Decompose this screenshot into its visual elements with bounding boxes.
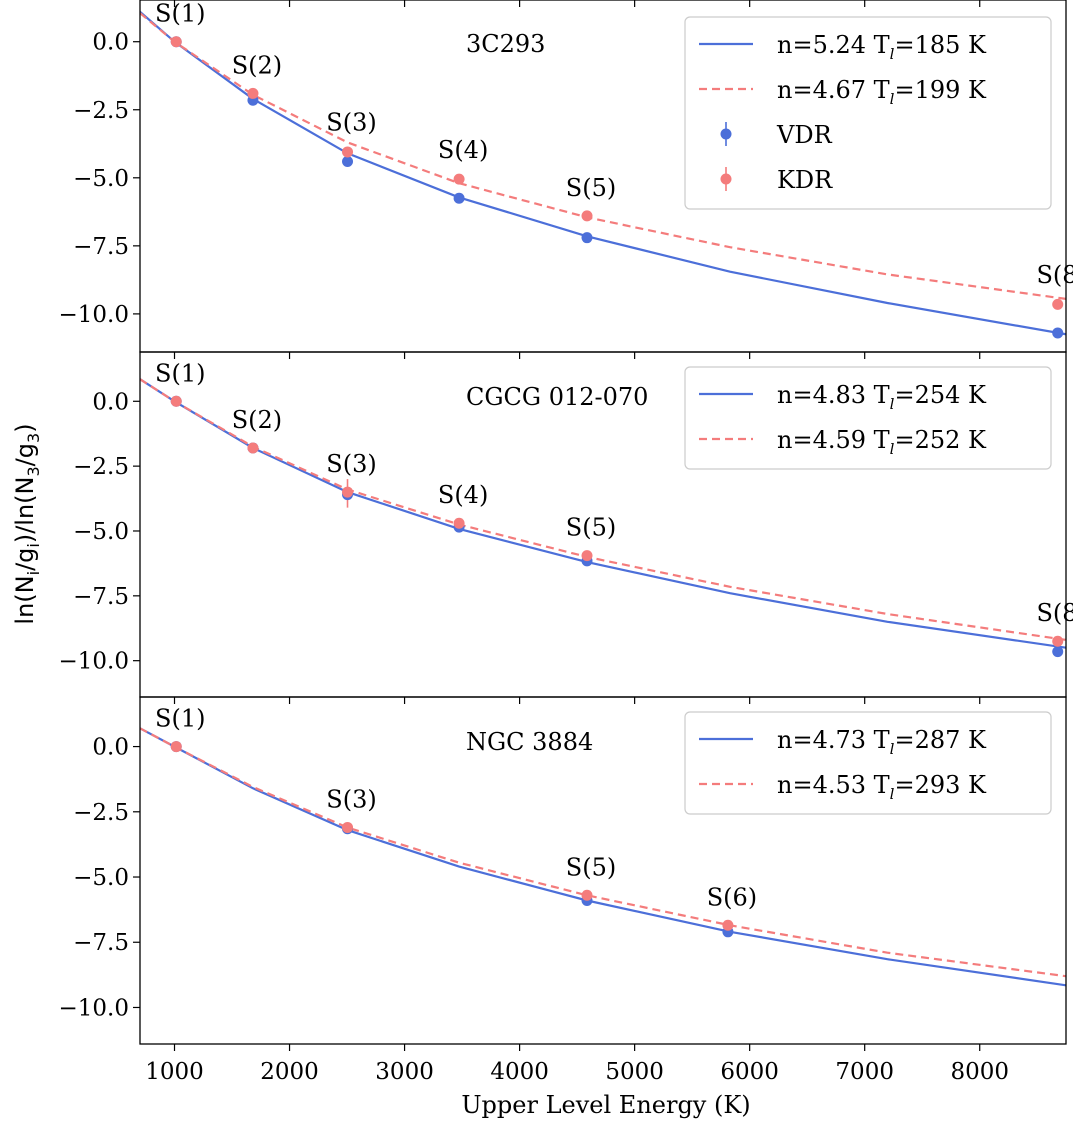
kdr-point — [453, 517, 465, 529]
y-tick-label: −5.0 — [73, 519, 129, 545]
kdr-point — [1052, 298, 1064, 310]
kdr_fit-legend-label: n=4.67 Tl=199 K — [777, 76, 987, 108]
point-label: S(1) — [155, 359, 205, 387]
kdr-point — [170, 395, 182, 407]
y-tick-label: −7.5 — [73, 234, 129, 260]
kdr-point — [342, 486, 354, 498]
vdr-point — [453, 192, 465, 204]
kdr-point — [581, 550, 593, 562]
y-tick-label: −5.0 — [73, 166, 129, 192]
x-tick-label: 5000 — [605, 1059, 664, 1085]
point-label: S(8) — [1036, 599, 1073, 627]
panel-title: CGCG 012-070 — [466, 383, 648, 411]
y-tick-label: −5.0 — [73, 865, 129, 891]
x-axis-label: Upper Level Energy (K) — [461, 1091, 750, 1119]
legend: n=4.73 Tl=287 K n=4.53 Tl=293 K — [684, 711, 1052, 815]
y-tick-label: 0.0 — [92, 389, 129, 415]
y-tick-label: 0.0 — [92, 735, 129, 761]
vdr_fit-legend-label: n=5.24 Tl=185 K — [777, 31, 987, 63]
vdr-legend-marker — [720, 128, 732, 140]
vdr-point — [581, 232, 593, 244]
x-tick-labels: 1000 2000 3000 4000 5000 6000 7000 8000 — [145, 1059, 1009, 1085]
panel-title: NGC 3884 — [466, 728, 593, 756]
kdr-point — [581, 889, 593, 901]
x-tick-label: 4000 — [490, 1059, 549, 1085]
kdr-point — [170, 741, 182, 753]
point-label: S(3) — [326, 450, 376, 478]
kdr-legend-label: KDR — [777, 166, 833, 194]
y-tick-label: −10.0 — [59, 995, 129, 1021]
panel-3: 0.0 −2.5 −5.0 −7.5 −10.0 S(1) S(3) S(5) S(6) NGC … — [59, 696, 1067, 1051]
kdr-legend-marker — [720, 173, 732, 185]
legend: n=4.83 Tl=254 K n=4.59 Tl=252 K — [684, 366, 1052, 470]
point-label: S(3) — [326, 785, 376, 813]
x-tick-label: 7000 — [835, 1059, 894, 1085]
panel-2: 0.0 −2.5 −5.0 −7.5 −10.0 S(1) S(2) S(3) S(4) S(5)… — [59, 351, 1073, 704]
y-tick-label: −2.5 — [73, 800, 129, 826]
vdr-legend-label: VDR — [776, 121, 833, 149]
panel-frame — [139, 696, 1067, 1045]
x-tick-label: 2000 — [260, 1059, 319, 1085]
x-tick-label: 1000 — [145, 1059, 204, 1085]
x-tick-label: 6000 — [720, 1059, 779, 1085]
point-label: S(5) — [566, 514, 616, 542]
legend-box — [684, 711, 1052, 815]
y-tick-label: −2.5 — [73, 454, 129, 480]
y-axis-label: ln(Ni/gi)/ln(N3/g3) — [11, 423, 43, 624]
panel-title: 3C293 — [466, 30, 545, 58]
y-tick-label: −7.5 — [73, 930, 129, 956]
y-tick-label: −2.5 — [73, 98, 129, 124]
kdr_fit-legend-label: n=4.59 Tl=252 K — [777, 426, 987, 458]
point-label: S(4) — [438, 136, 488, 164]
kdr-point — [342, 821, 354, 833]
point-label: S(8) — [1036, 261, 1073, 289]
vdr_fit-legend-label: n=4.73 Tl=287 K — [777, 726, 987, 758]
kdr-point — [1052, 635, 1064, 647]
vdr_fit-legend-label: n=4.83 Tl=254 K — [777, 381, 987, 413]
plot-area — [140, 378, 1066, 658]
kdr-point — [247, 442, 259, 454]
kdr_fit-line — [140, 727, 1066, 978]
point-label: S(5) — [566, 174, 616, 202]
y-tick-label: −7.5 — [73, 584, 129, 610]
point-label: S(1) — [155, 705, 205, 733]
kdr-point — [581, 210, 593, 222]
point-label: S(1) — [155, 0, 205, 28]
vdr-point — [342, 155, 354, 167]
y-tick-label: 0.0 — [92, 30, 129, 56]
point-label: S(5) — [566, 853, 616, 881]
plot-area — [140, 10, 1066, 339]
legend-box — [684, 366, 1052, 470]
kdr_fit-legend-label: n=4.53 Tl=293 K — [777, 771, 987, 803]
y-tick-label: −10.0 — [59, 649, 129, 675]
point-label: S(3) — [326, 109, 376, 137]
point-label: S(2) — [232, 51, 282, 79]
legend-box — [684, 16, 1052, 210]
point-label: S(6) — [707, 883, 757, 911]
legend: n=5.24 Tl=185 K n=4.67 Tl=199 K VDR KDR — [684, 16, 1052, 210]
panels: 0.0 −2.5 −5.0 −7.5 −10.0 S(1) S(2) S(3) S(4) S(5)… — [59, 0, 1073, 1051]
y-tick-label: −10.0 — [59, 302, 129, 328]
kdr-point — [453, 173, 465, 185]
x-tick-label: 8000 — [950, 1059, 1009, 1085]
vdr-point — [1052, 327, 1064, 339]
kdr-point — [722, 919, 734, 931]
plot-area — [140, 727, 1066, 987]
panel-1: 0.0 −2.5 −5.0 −7.5 −10.0 S(1) S(2) S(3) S(4) S(5)… — [59, 0, 1073, 359]
point-label: S(4) — [438, 481, 488, 509]
kdr-point — [247, 87, 259, 99]
x-tick-label: 3000 — [375, 1059, 434, 1085]
kdr-point — [342, 146, 354, 158]
vdr-point — [1052, 646, 1064, 658]
point-label: S(2) — [232, 406, 282, 434]
kdr-point — [170, 36, 182, 48]
